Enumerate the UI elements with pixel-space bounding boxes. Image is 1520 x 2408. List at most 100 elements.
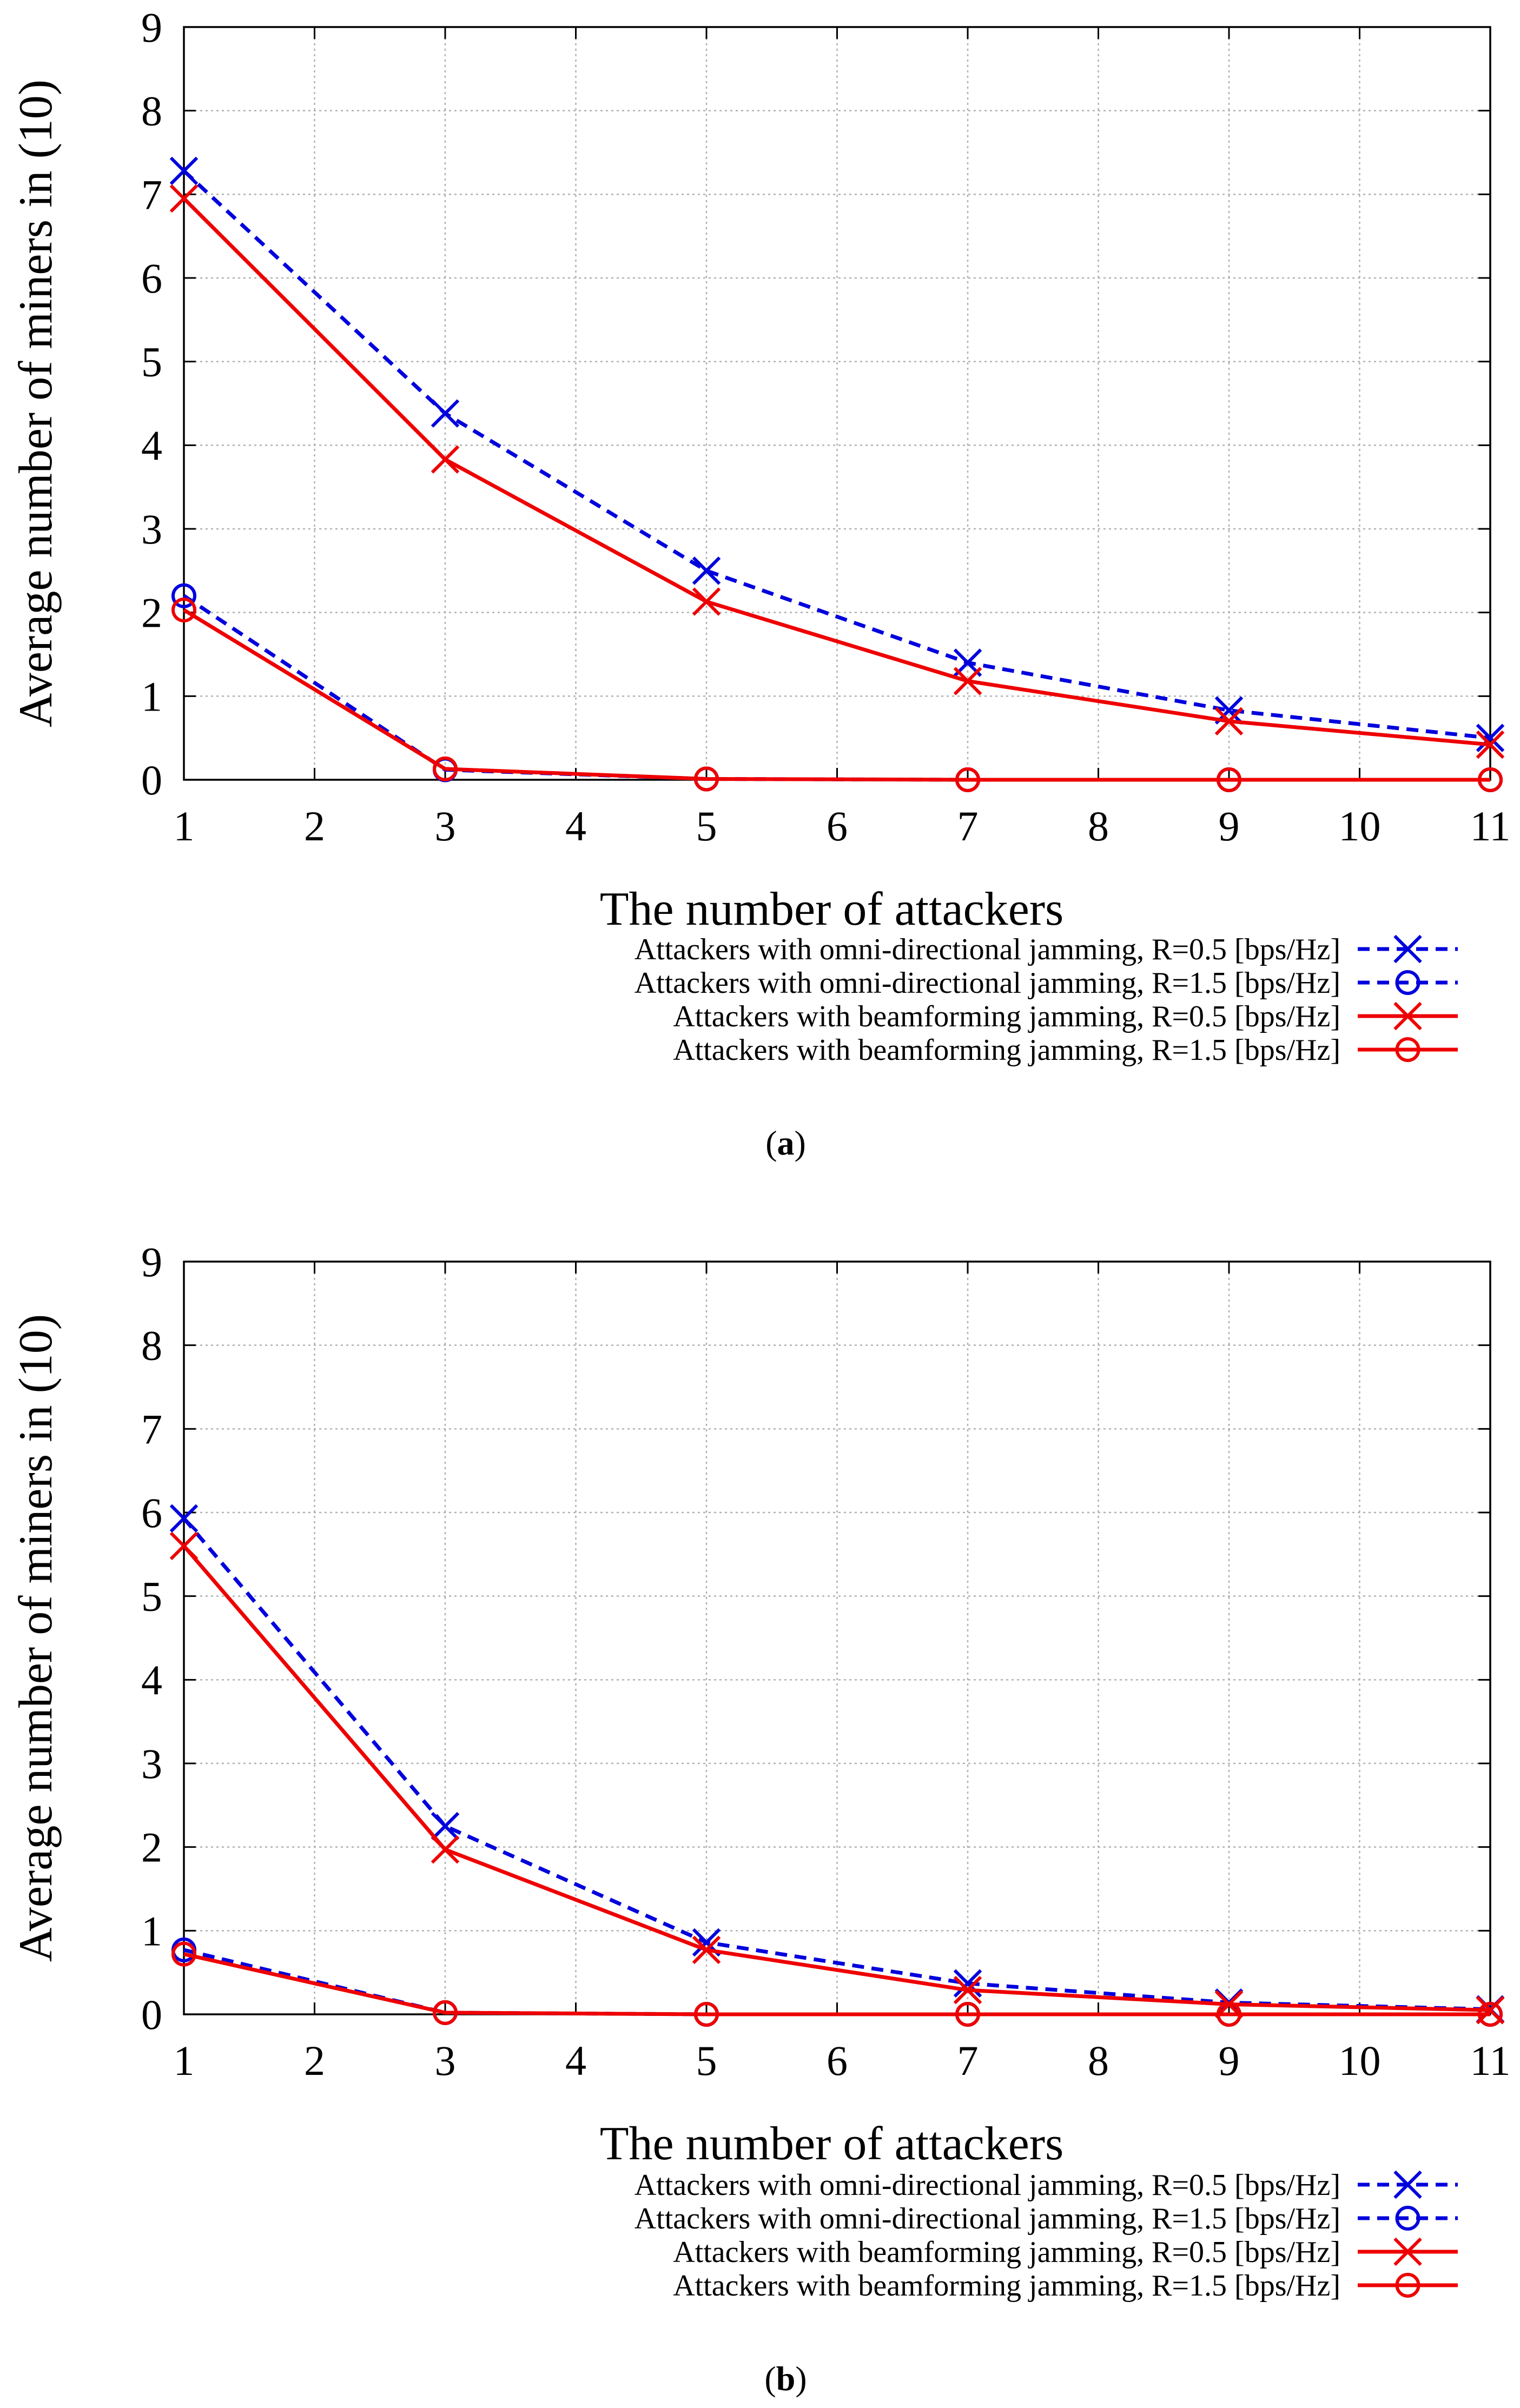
y-tick-label: 1	[141, 673, 162, 720]
x-tick-label: 10	[1339, 802, 1381, 850]
legend-label: Attackers with omni-directional jamming,…	[635, 966, 1340, 1000]
x-marker-stroke	[692, 587, 721, 616]
legend-label: Attackers with beamforming jamming, R=1.…	[673, 2269, 1340, 2303]
data-point	[953, 1975, 982, 2005]
legend: Attackers with omni-directional jamming,…	[635, 2168, 1458, 2303]
data-point	[692, 1935, 721, 1965]
data-point	[169, 184, 199, 213]
grid	[184, 1262, 1490, 2014]
series-4	[171, 1941, 1503, 2027]
x-tick-label: 9	[1219, 2037, 1240, 2084]
x-tick-label: 5	[696, 2037, 717, 2084]
series-line	[182, 197, 1491, 747]
x-tick-label: 3	[435, 2037, 456, 2084]
x-marker-stroke	[169, 1531, 199, 1561]
x-marker-stroke	[169, 184, 199, 213]
series-3	[169, 1531, 1505, 2025]
x-marker-stroke	[431, 1835, 460, 1864]
x-tick-label: 1	[174, 802, 195, 850]
x-tick-label: 8	[1088, 2037, 1109, 2084]
data-point	[953, 667, 982, 695]
x-tick-label: 9	[1219, 802, 1240, 850]
x-marker-stroke	[692, 1935, 721, 1965]
x-marker-stroke	[1393, 934, 1422, 964]
data-point	[955, 767, 980, 792]
data-point	[1214, 707, 1244, 735]
series-3	[169, 184, 1505, 759]
legend-item: Attackers with omni-directional jamming,…	[635, 933, 1458, 966]
x-marker-stroke	[169, 1504, 199, 1533]
y-tick-label: 0	[141, 757, 162, 804]
data-point	[1217, 767, 1241, 792]
x-marker-stroke	[1393, 2237, 1422, 2266]
x-axis-label: The number of attackers	[600, 883, 1064, 936]
data-point	[1217, 2002, 1241, 2027]
legend-label: Attackers with omni-directional jamming,…	[635, 933, 1340, 966]
data-point	[433, 756, 458, 781]
data-point	[431, 1835, 460, 1864]
x-marker-stroke	[431, 1812, 460, 1841]
y-tick-label: 6	[141, 1489, 162, 1536]
data-point	[955, 2002, 980, 2027]
x-marker-stroke	[1393, 2170, 1422, 2199]
x-tick-label: 11	[1470, 2037, 1510, 2084]
x-tick-label: 5	[696, 802, 717, 850]
data-point	[431, 445, 460, 474]
data-point	[1476, 730, 1505, 759]
legend-item: Attackers with beamforming jamming, R=0.…	[673, 1000, 1458, 1033]
x-marker-stroke	[431, 399, 460, 428]
grid	[184, 27, 1490, 780]
x-tick-label: 4	[565, 2037, 586, 2084]
legend-marker	[1393, 2170, 1422, 2199]
x-tick-label: 11	[1470, 802, 1510, 850]
legend: Attackers with omni-directional jamming,…	[635, 933, 1458, 1067]
legend-item: Attackers with omni-directional jamming,…	[635, 2202, 1458, 2235]
x-marker-stroke	[953, 667, 982, 695]
data-point	[171, 598, 196, 623]
data-point	[433, 2000, 458, 2025]
x-marker-stroke	[692, 556, 721, 585]
data-point	[1478, 767, 1503, 792]
x-tick-label: 2	[304, 2037, 325, 2084]
data-point	[171, 583, 196, 608]
data-point	[692, 587, 721, 616]
legend-marker	[1395, 2206, 1420, 2231]
y-axis-label: Average number of miners in (10)	[10, 79, 62, 727]
legend-label: Attackers with beamforming jamming, R=0.…	[673, 1000, 1340, 1033]
legend-marker	[1393, 1001, 1422, 1031]
x-marker-stroke	[1476, 724, 1505, 752]
legend-marker	[1393, 2237, 1422, 2266]
x-tick-label: 1	[174, 2037, 195, 2084]
figure-caption: (b)	[764, 2359, 807, 2398]
data-point	[694, 766, 719, 792]
y-tick-label: 9	[141, 4, 162, 51]
x-tick-label: 7	[957, 802, 979, 850]
data-point	[169, 156, 199, 185]
y-tick-label: 7	[141, 171, 162, 218]
x-axis-label: The number of attackers	[600, 2118, 1064, 2170]
y-tick-label: 4	[141, 1656, 162, 1703]
figure-caption: (a)	[765, 1124, 806, 1162]
x-tick-label: 10	[1339, 2037, 1381, 2084]
y-tick-label: 8	[141, 88, 162, 135]
legend-item: Attackers with omni-directional jamming,…	[635, 2168, 1458, 2202]
y-tick-label: 0	[141, 1991, 162, 2038]
legend-label: Attackers with omni-directional jamming,…	[635, 2168, 1340, 2202]
series-line	[183, 608, 1490, 782]
x-marker-stroke	[431, 445, 460, 474]
x-marker-stroke	[692, 1928, 721, 1957]
data-point	[169, 1504, 199, 1533]
x-tick-label: 3	[435, 802, 456, 850]
x-marker-stroke	[1476, 1996, 1505, 2025]
data-point	[171, 1941, 196, 1967]
data-point	[169, 1531, 199, 1561]
legend-label: Attackers with beamforming jamming, R=0.…	[673, 2235, 1340, 2269]
data-point	[1476, 1996, 1505, 2025]
legend-item: Attackers with beamforming jamming, R=1.…	[673, 1033, 1458, 1067]
series-line	[183, 1952, 1490, 2016]
data-point	[1476, 724, 1505, 752]
legend-item: Attackers with beamforming jamming, R=1.…	[673, 2269, 1458, 2303]
